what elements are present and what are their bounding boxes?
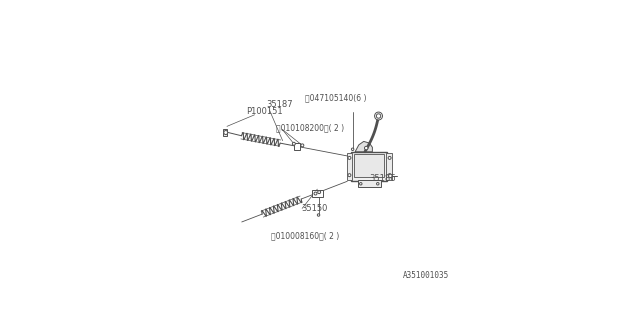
- FancyBboxPatch shape: [223, 129, 227, 136]
- Text: Ⓢ010108200　( 2 ): Ⓢ010108200 ( 2 ): [276, 124, 344, 133]
- FancyBboxPatch shape: [347, 153, 353, 180]
- FancyBboxPatch shape: [355, 154, 384, 177]
- Circle shape: [348, 156, 351, 159]
- Text: 35187: 35187: [266, 100, 292, 109]
- Circle shape: [224, 131, 228, 134]
- Text: P100151: P100151: [246, 107, 283, 116]
- Text: Ⓢ010008160　( 2 ): Ⓢ010008160 ( 2 ): [271, 231, 339, 241]
- Circle shape: [374, 112, 383, 120]
- FancyBboxPatch shape: [358, 180, 381, 187]
- Circle shape: [376, 182, 379, 185]
- Circle shape: [317, 214, 320, 216]
- FancyBboxPatch shape: [386, 153, 392, 180]
- Polygon shape: [355, 141, 372, 152]
- Text: Ⓢ047105140(6 ): Ⓢ047105140(6 ): [305, 93, 366, 102]
- FancyBboxPatch shape: [351, 152, 387, 181]
- Circle shape: [360, 182, 362, 185]
- Circle shape: [351, 148, 354, 150]
- Text: 35150: 35150: [301, 204, 327, 213]
- Circle shape: [301, 144, 304, 147]
- FancyBboxPatch shape: [312, 190, 323, 197]
- FancyBboxPatch shape: [294, 143, 300, 149]
- Circle shape: [388, 174, 391, 177]
- Circle shape: [348, 174, 351, 177]
- Text: 35186: 35186: [369, 174, 396, 183]
- Circle shape: [388, 156, 391, 159]
- Circle shape: [388, 174, 392, 178]
- Circle shape: [365, 146, 368, 150]
- Circle shape: [314, 192, 317, 195]
- Circle shape: [376, 114, 381, 118]
- Circle shape: [292, 142, 295, 145]
- Text: A351001035: A351001035: [403, 271, 449, 280]
- Circle shape: [317, 191, 321, 194]
